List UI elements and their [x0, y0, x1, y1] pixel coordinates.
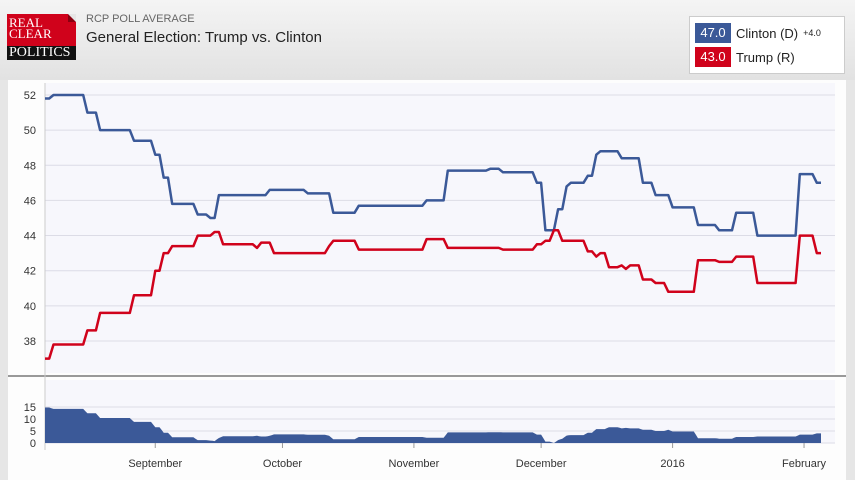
y-tick-label: 38	[24, 336, 36, 348]
logo-text: CLEAR	[9, 26, 52, 41]
plot-area	[45, 83, 835, 373]
spread-area	[45, 407, 821, 443]
x-tick-label: October	[263, 458, 302, 470]
legend-value: 47.0	[695, 23, 731, 43]
y-tick-label: 44	[24, 231, 36, 243]
y-tick-label: 46	[24, 195, 36, 207]
legend-item-clinton: 47.0 Clinton (D) +4.0	[695, 23, 821, 43]
logo-text: REAL	[9, 15, 43, 30]
x-tick-label: February	[782, 458, 827, 470]
spread-plot-area	[45, 380, 835, 443]
legend-item-trump: 43.0 Trump (R)	[695, 47, 795, 67]
legend: 47.0 Clinton (D) +4.0 43.0 Trump (R)	[689, 16, 845, 74]
header: REAL CLEAR POLITICS RCP POLL AVERAGE Gener…	[0, 0, 855, 80]
spread-tick-label: 0	[30, 438, 36, 450]
legend-value: 43.0	[695, 47, 731, 67]
legend-spread: +4.0	[803, 28, 821, 38]
subtitle: RCP POLL AVERAGE	[86, 13, 195, 25]
logo-text: POLITICS	[7, 46, 76, 60]
rcp-logo[interactable]: REAL CLEAR POLITICS	[7, 14, 76, 60]
series-line-clinton	[45, 93, 821, 237]
x-tick-label: September	[128, 458, 182, 470]
series-line-trump	[45, 229, 821, 360]
y-tick-label: 42	[24, 266, 36, 278]
x-tick-label: November	[389, 458, 440, 470]
legend-label: Trump (R)	[736, 49, 795, 65]
spread-tick-label: 15	[24, 402, 36, 414]
y-tick-label: 52	[24, 90, 36, 102]
y-tick-label: 48	[24, 160, 36, 172]
spread-tick-label: 5	[30, 426, 36, 438]
page-title: General Election: Trump vs. Clinton	[86, 29, 322, 46]
y-tick-label: 40	[24, 301, 36, 313]
x-tick-label: December	[516, 458, 567, 470]
legend-label: Clinton (D)	[736, 25, 799, 41]
y-tick-label: 50	[24, 125, 36, 137]
x-tick-label: 2016	[660, 458, 684, 470]
spread-tick-label: 10	[24, 414, 36, 426]
